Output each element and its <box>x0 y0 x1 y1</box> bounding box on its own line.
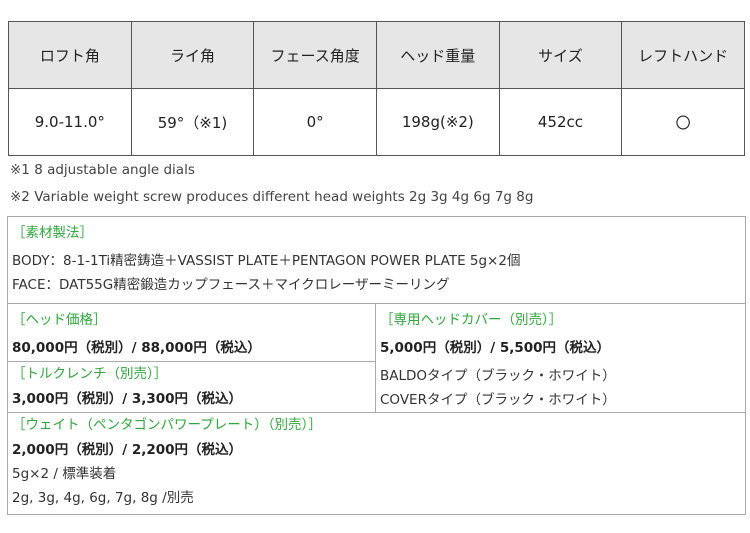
weight-title: ［ウェイト（ペンタゴンパワープレート）（別売）］ <box>12 417 322 433</box>
torque-wrench-price: 3,000円（税別）/ 3,300円（税込） <box>12 391 243 407</box>
torque-wrench-title: ［トルクレンチ（別売）］ <box>12 366 168 382</box>
note-1: ※1 8 adjustable angle dials <box>10 162 195 178</box>
materials-body: BODY：8-1-1Ti精密鋳造＋VASSIST PLATE＋PENTAGON … <box>12 253 521 269</box>
value-lie: 59°（※1) <box>130 88 255 156</box>
torque-wrench-section: ［トルクレンチ（別売）］ 3,000円（税別）/ 3,300円（税込） <box>7 361 376 413</box>
spec-value-row: 9.0-11.0° 59°（※1) 0° 198g(※2) 452cc 〇 <box>8 88 745 156</box>
head-cover-price: 5,000円（税別）/ 5,500円（税込） <box>380 340 611 356</box>
head-cover-title: ［専用ヘッドカバー（別売）］ <box>380 312 563 328</box>
head-price-title: ［ヘッド価格］ <box>12 312 107 328</box>
head-cover-cover: COVERタイプ（ブラック・ホワイト） <box>380 392 616 408</box>
header-lie: ライ角 <box>130 21 255 89</box>
materials-section: ［素材製法］ BODY：8-1-1Ti精密鋳造＋VASSIST PLATE＋PE… <box>7 216 746 304</box>
value-loft: 9.0-11.0° <box>8 88 132 156</box>
header-left-hand: レフトハンド <box>621 21 745 89</box>
weight-price: 2,000円（税別）/ 2,200円（税込） <box>12 442 243 458</box>
head-price-section: ［ヘッド価格］ 80,000円（税別）/ 88,000円（税込） <box>7 303 376 362</box>
header-size: サイズ <box>498 21 623 89</box>
weight-section: ［ウェイト（ペンタゴンパワープレート）（別売）］ 2,000円（税別）/ 2,2… <box>7 412 746 515</box>
header-face-angle: フェース角度 <box>253 21 377 89</box>
weight-standard: 5g×2 / 標準装着 <box>12 466 117 482</box>
spec-header-row: ロフト角 ライ角 フェース角度 ヘッド重量 サイズ レフトハンド <box>8 21 745 89</box>
header-head-weight: ヘッド重量 <box>375 21 500 89</box>
value-head-weight: 198g(※2) <box>375 88 500 156</box>
head-price-value: 80,000円（税別）/ 88,000円（税込） <box>12 340 261 356</box>
weight-optional: 2g, 3g, 4g, 6g, 7g, 8g /別売 <box>12 490 194 506</box>
head-cover-section: ［専用ヘッドカバー（別売）］ 5,000円（税別）/ 5,500円（税込） BA… <box>375 303 746 413</box>
head-cover-baldo: BALDOタイプ（ブラック・ホワイト） <box>380 368 616 384</box>
value-left-hand: 〇 <box>621 88 745 156</box>
note-2: ※2 Variable weight screw produces differ… <box>10 189 534 205</box>
materials-face: FACE：DAT55G精密鍛造カップフェース＋マイクロレーザーミーリング <box>12 277 450 293</box>
value-size: 452cc <box>498 88 623 156</box>
spec-table: ロフト角 ライ角 フェース角度 ヘッド重量 サイズ レフトハンド 9.0-11.… <box>8 21 745 156</box>
value-face-angle: 0° <box>253 88 377 156</box>
header-loft: ロフト角 <box>8 21 132 89</box>
materials-title: ［素材製法］ <box>12 225 93 241</box>
